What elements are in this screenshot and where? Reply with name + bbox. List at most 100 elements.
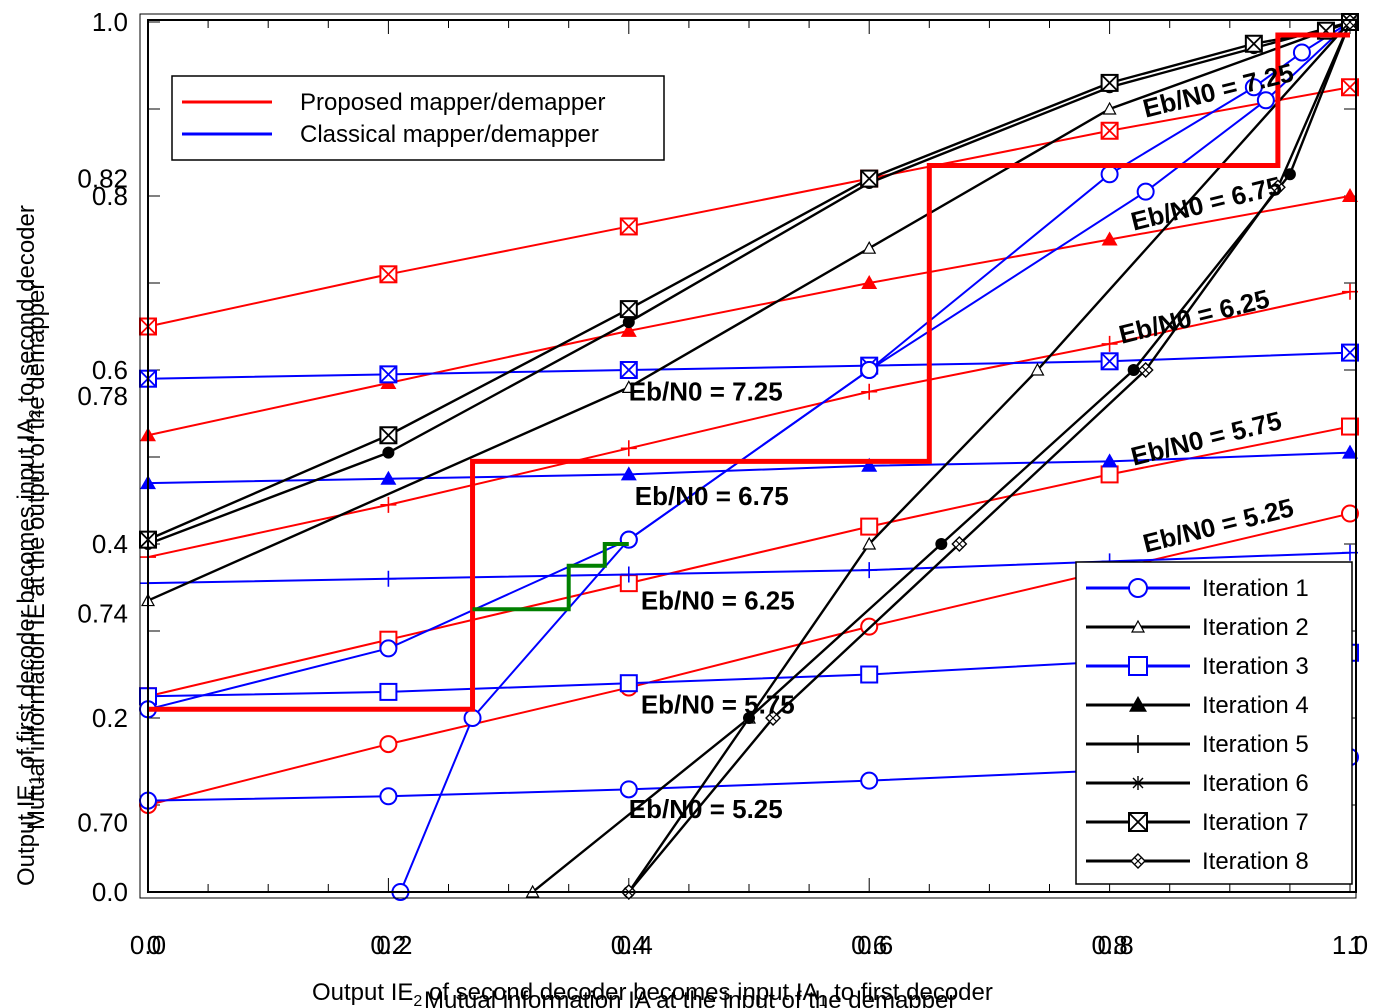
circle-mark: [1292, 43, 1311, 62]
x-tick-label: 0.6: [851, 930, 887, 960]
circle-marker: [1292, 43, 1311, 62]
square-x-cross: [1128, 812, 1148, 832]
dot-mark: [743, 712, 755, 724]
circle-mark: [860, 771, 879, 790]
circle-mark: [1341, 504, 1359, 523]
plus-mark: [861, 383, 878, 400]
plus-mark: [1129, 735, 1147, 753]
diamond-x-cross: [1133, 856, 1143, 866]
dot-marker: [1283, 168, 1296, 181]
ebn0-annotation: Eb/N0 = 7.25: [629, 376, 783, 406]
circle-marker: [1136, 182, 1155, 201]
circle-mark: [1244, 78, 1263, 97]
triangle-marker: [620, 322, 637, 337]
square-mark: [1100, 465, 1119, 484]
legend-iteration-4: Iteration 4: [1202, 692, 1309, 719]
square-x-cross: [860, 169, 878, 188]
proposed-series-line: [147, 86, 1351, 328]
triangle-mark: [1342, 188, 1358, 202]
x-tick-label: 0.0: [130, 930, 166, 960]
dot-mark: [935, 538, 948, 550]
square-x-marker: [1100, 352, 1119, 371]
circle-marker: [619, 780, 638, 799]
classical-series-line: [147, 451, 1351, 485]
asterisk-marker: [1131, 776, 1145, 790]
square-x-cross: [379, 365, 398, 383]
x-tick-label-overlay: 0.8: [1098, 930, 1134, 960]
circle-mark: [1136, 182, 1155, 201]
triangle-open-mark: [1102, 101, 1117, 115]
legend-iteration-1: Iteration 1: [1202, 575, 1309, 602]
ebn0-annotation: Eb/N0 = 5.75: [641, 690, 795, 720]
square-x-marker: [619, 217, 638, 236]
square-mark: [860, 517, 879, 536]
plus-mark: [620, 440, 637, 457]
square-x-cross: [1100, 74, 1119, 92]
triangle-marker: [1101, 453, 1118, 468]
x-tick-label: 0.8: [1092, 930, 1128, 960]
circle-mark: [379, 639, 398, 658]
circle-marker: [379, 735, 398, 754]
square-x-marker: [379, 426, 398, 445]
square-marker: [379, 682, 398, 701]
circle-mark: [1256, 91, 1275, 110]
legend-classical-label: Classical mapper/demapper: [300, 121, 599, 148]
plus-mark: [1101, 335, 1118, 352]
classical-series: [140, 444, 1358, 490]
diamond-x-marker: [951, 536, 968, 552]
tick-labels: 0.0 0.2 0.4 0.6 0.8 1.00 0.2 0.4 0.6 0.8 11.00.80.…: [77, 7, 1368, 960]
proposed-series-line: [147, 425, 1351, 698]
square-x-marker: [619, 300, 638, 319]
square-marker: [1100, 465, 1119, 484]
legend-iteration-7: Iteration 7: [1202, 809, 1309, 836]
square-x-marker: [1100, 73, 1119, 92]
triangle-mark: [380, 470, 397, 485]
circle-marker: [1128, 578, 1148, 598]
square-x-cross: [620, 361, 638, 379]
triangle-open-marker: [1102, 101, 1117, 115]
circle-marker: [1100, 165, 1119, 184]
circle-marker: [1341, 504, 1359, 523]
square-x-marker: [860, 169, 879, 188]
x-tick-label-overlay: 0: [147, 930, 161, 960]
square-marker: [619, 674, 638, 693]
circle-marker: [1244, 78, 1263, 97]
triangle-mark: [620, 466, 637, 481]
square-dot-marker: [1128, 656, 1148, 676]
decoder-iter3-series-line: [627, 21, 1352, 893]
y-tick-label-secondary: 0.78: [77, 381, 128, 411]
dot-mark: [1283, 168, 1296, 181]
y-tick-label: 0.8: [92, 181, 128, 211]
dot-mark: [1127, 364, 1140, 376]
plus-marker: [1129, 735, 1147, 753]
iteration-legend: Iteration 1 Iteration 2 Iteration 3 Iter…: [1075, 561, 1353, 885]
triangle-open-marker: [862, 240, 877, 254]
plus-marker: [861, 383, 878, 400]
triangle-marker: [861, 457, 878, 472]
triangle-open-marker: [1130, 619, 1146, 633]
legend-iteration-5: Iteration 5: [1202, 731, 1309, 758]
y-tick-label-secondary: 0.82: [77, 164, 128, 194]
square-x-marker: [1100, 121, 1119, 140]
triangle-mark: [1101, 231, 1118, 246]
square-x-marker: [379, 365, 398, 384]
triangle-mark: [1129, 696, 1147, 712]
diamond-x-cross: [768, 713, 778, 723]
square-x-marker: [1341, 78, 1359, 97]
diamond-x-marker: [765, 710, 782, 726]
plus-marker: [380, 496, 397, 513]
triangle-marker: [620, 466, 637, 481]
triangle-marker: [1101, 231, 1118, 246]
diamond-x-cross: [1273, 182, 1283, 192]
square-mark: [379, 682, 398, 701]
classical-series-line: [147, 351, 1351, 380]
legend-iteration-6: Iteration 6: [1202, 770, 1309, 797]
circle-mark: [1128, 578, 1148, 598]
plot-frame-outer: [139, 13, 1357, 899]
circle-marker: [379, 639, 398, 658]
plus-mark: [861, 562, 878, 579]
diamond-x-marker: [1137, 362, 1154, 378]
square-x-cross: [379, 426, 398, 444]
y-axis-title-demapper: Mutual information IE at the output of t…: [23, 282, 50, 830]
